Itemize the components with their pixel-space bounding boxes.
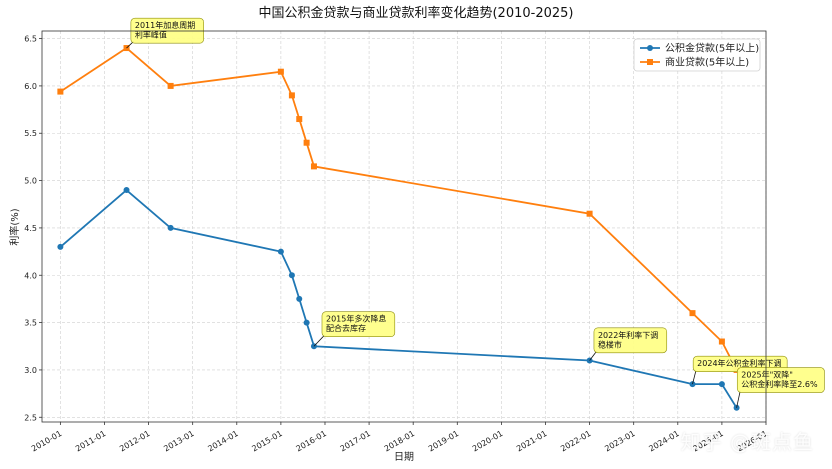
series-1-point xyxy=(277,248,284,255)
annotation-text: 2015年多次降息 xyxy=(326,314,386,324)
legend-label: 商业贷款(5年以上) xyxy=(665,56,749,69)
series-2-point xyxy=(586,210,593,217)
plot-frame xyxy=(41,30,767,423)
legend: 公积金贷款(5年以上)商业贷款(5年以上) xyxy=(633,38,761,72)
series-2-point xyxy=(167,82,174,89)
annotation-text: 2025年"双降" xyxy=(741,370,793,380)
series-2-point xyxy=(288,92,295,99)
series-1-point xyxy=(288,272,295,279)
chart-title: 中国公积金贷款与商业贷款利率变化趋势(2010-2025) xyxy=(258,5,573,21)
annotation-text: 2022年利率下调 xyxy=(598,330,658,340)
y-tick-label: 6.0 xyxy=(24,82,37,91)
annotation-text: 公积金利率降至2.6% xyxy=(741,379,818,389)
series-1-point xyxy=(123,187,130,194)
series-2-point xyxy=(57,88,64,95)
annotation-text: 2011年加息周期 xyxy=(135,20,195,30)
series-1-point xyxy=(296,295,303,302)
y-tick-label: 2.5 xyxy=(24,413,37,422)
annotation-arrow xyxy=(313,334,326,347)
grid-lines xyxy=(42,31,767,422)
annotation-text: 稳楼市 xyxy=(598,339,622,349)
series-2-point xyxy=(689,310,696,317)
series-2-point xyxy=(303,139,310,146)
annotation-text: 利率峰值 xyxy=(135,30,167,40)
series-1-point xyxy=(718,381,725,388)
series-line-1 xyxy=(59,188,738,409)
y-tick-label: 5.5 xyxy=(24,129,37,138)
annotation-text: 2024年公积金利率下调 xyxy=(697,358,781,368)
x-axis-label: 日期 xyxy=(394,451,414,463)
series-1-point xyxy=(303,319,310,326)
y-tick-label: 5.0 xyxy=(24,177,37,186)
annotation-arrow xyxy=(736,390,741,408)
legend-marker xyxy=(647,59,653,65)
series-2-point xyxy=(277,68,284,75)
series-line-2 xyxy=(59,46,738,371)
annotation-box xyxy=(593,327,668,354)
y-tick-label: 3.5 xyxy=(24,319,37,328)
y-tick-label: 3.0 xyxy=(24,366,37,375)
annotation-arrow xyxy=(692,369,697,385)
series-2-point xyxy=(296,116,303,123)
legend-label: 公积金贷款(5年以上) xyxy=(665,42,759,55)
legend-marker xyxy=(647,45,653,51)
legend-box xyxy=(633,38,761,72)
y-axis-label: 利率(%) xyxy=(8,208,21,245)
annotation-box xyxy=(736,367,825,393)
series-2-point xyxy=(718,338,725,345)
annotation-box xyxy=(321,311,396,337)
series-1-point xyxy=(57,243,64,250)
series-2-point xyxy=(310,163,317,170)
y-tick-label: 4.0 xyxy=(24,271,37,280)
annotation-text: 配合去库存 xyxy=(326,323,366,333)
watermark: 知乎 @斑点鱼 xyxy=(680,430,814,454)
y-tick-label: 6.5 xyxy=(24,35,37,44)
series-1-point xyxy=(167,224,174,231)
y-tick-label: 4.5 xyxy=(24,224,37,233)
